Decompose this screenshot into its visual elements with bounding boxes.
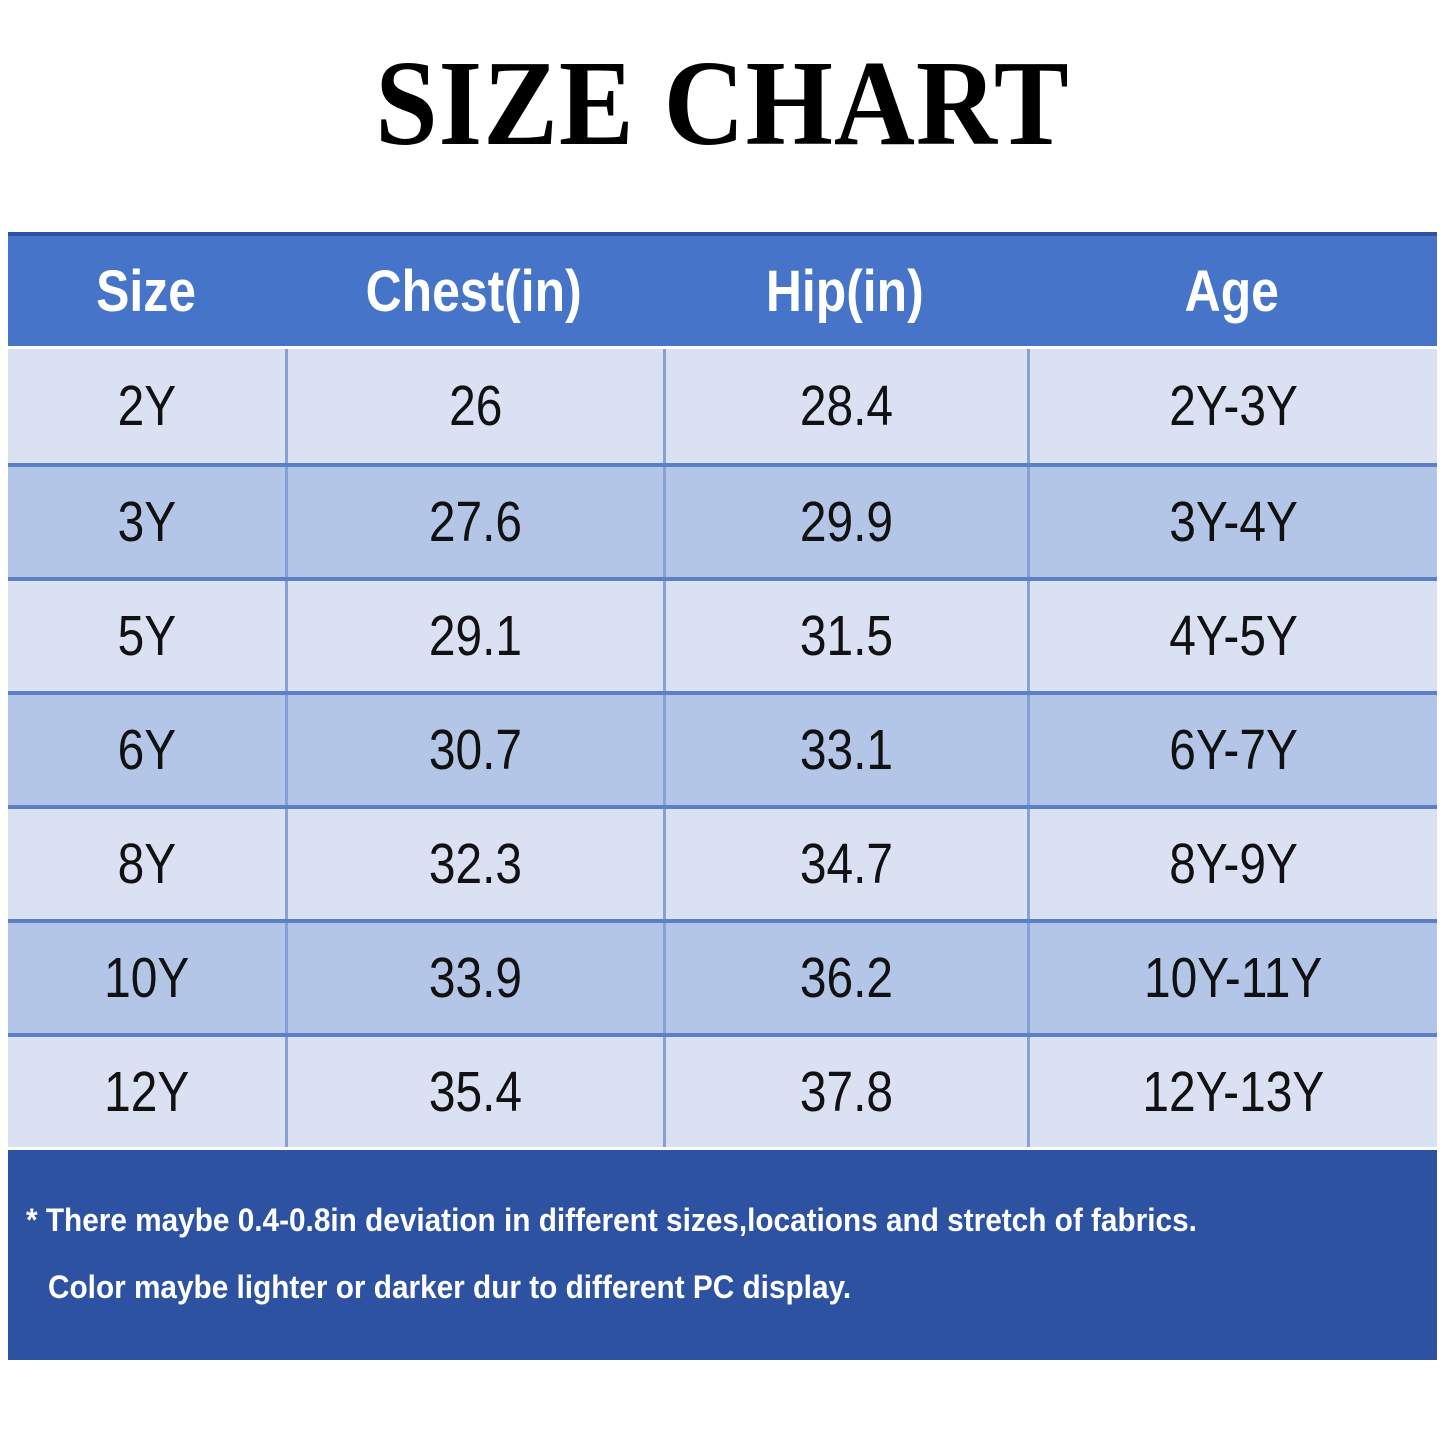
cell-chest: 30.7 [285,695,663,805]
table-body: 2Y 26 28.4 2Y-3Y 3Y 27.6 29.9 3Y-4Y 5Y 2… [8,349,1437,1147]
table-row: 2Y 26 28.4 2Y-3Y [8,349,1437,463]
cell-size: 3Y [117,490,176,554]
cell-size: 5Y [117,604,176,668]
cell-hip: 29.9 [663,467,1027,577]
table-header-row: Size Chest(in) Hip(in) Age [8,232,1437,346]
table-row: 8Y 32.3 34.7 8Y-9Y [8,805,1437,919]
page-title: SIZE CHART [0,36,1445,171]
cell-size: 12Y [103,1060,190,1124]
header-hip: Hip(in) [766,258,924,324]
table-row: 12Y 35.4 37.8 12Y-13Y [8,1033,1437,1147]
page-title-text: SIZE CHART [375,36,1070,171]
size-table: Size Chest(in) Hip(in) Age 2Y 26 28.4 2Y… [8,232,1437,1147]
cell-size: 10Y [103,946,190,1010]
cell-chest: 26 [285,349,663,463]
table-row: 5Y 29.1 31.5 4Y-5Y [8,577,1437,691]
table-row: 3Y 27.6 29.9 3Y-4Y [8,463,1437,577]
cell-hip: 33.1 [663,695,1027,805]
cell-hip: 28.4 [663,349,1027,463]
cell-chest: 32.3 [285,809,663,919]
cell-age: 2Y-3Y [1027,349,1437,463]
cell-age: 10Y-11Y [1027,923,1437,1033]
header-chest: Chest(in) [365,258,583,324]
cell-hip: 34.7 [663,809,1027,919]
cell-size: 8Y [117,832,176,896]
cell-age: 8Y-9Y [1027,809,1437,919]
cell-chest: 27.6 [285,467,663,577]
cell-age: 6Y-7Y [1027,695,1437,805]
footnote-line-1: * There maybe 0.4-0.8in deviation in dif… [26,1202,1197,1238]
cell-age: 12Y-13Y [1027,1037,1437,1147]
cell-age: 3Y-4Y [1027,467,1437,577]
header-age: Age [1184,258,1280,324]
table-row: 10Y 33.9 36.2 10Y-11Y [8,919,1437,1033]
footnote-line-2: Color maybe lighter or darker dur to dif… [48,1269,852,1305]
cell-hip: 36.2 [663,923,1027,1033]
cell-chest: 29.1 [285,581,663,691]
cell-hip: 31.5 [663,581,1027,691]
cell-age: 4Y-5Y [1027,581,1437,691]
table-row: 6Y 30.7 33.1 6Y-7Y [8,691,1437,805]
cell-size: 2Y [117,374,176,438]
cell-hip: 37.8 [663,1037,1027,1147]
header-size: Size [96,258,197,324]
cell-chest: 33.9 [285,923,663,1033]
footnote-panel: * There maybe 0.4-0.8in deviation in dif… [8,1150,1437,1360]
cell-chest: 35.4 [285,1037,663,1147]
cell-size: 6Y [117,718,176,782]
